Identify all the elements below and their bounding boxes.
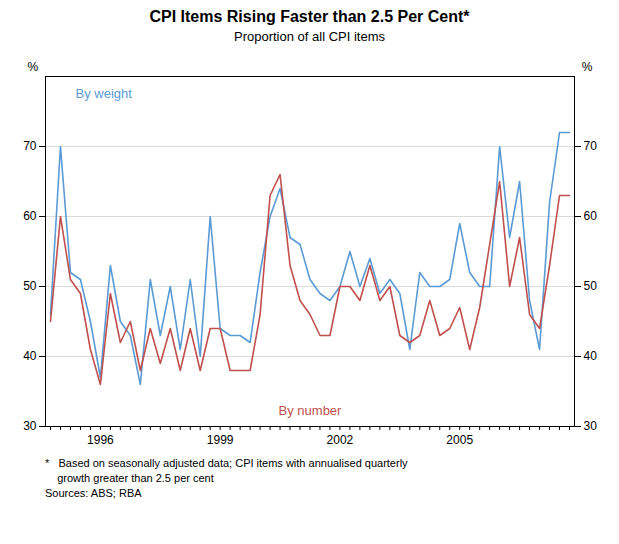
svg-text:%: % bbox=[582, 60, 593, 74]
html-text:Proportion of all CPI items: Proportion of all CPI items bbox=[234, 29, 385, 44]
svg-text:70: 70 bbox=[23, 139, 37, 153]
svg-text:70: 70 bbox=[584, 139, 598, 153]
svg-text:60: 60 bbox=[23, 209, 37, 223]
svg-text:2005: 2005 bbox=[446, 433, 473, 447]
svg-text:By number: By number bbox=[279, 403, 343, 418]
svg-text:%: % bbox=[28, 60, 39, 74]
svg-text:50: 50 bbox=[584, 279, 598, 293]
html-text:* Based on seasonally adjusted: * Based on seasonally adjusted data; CPI… bbox=[45, 457, 408, 469]
html-text:CPI Items Rising Faster than 2: CPI Items Rising Faster than 2.5 Per Cen… bbox=[149, 8, 470, 25]
svg-text:40: 40 bbox=[584, 349, 598, 363]
svg-text:30: 30 bbox=[584, 419, 598, 433]
html-text:growth greater than 2.5 per ce: growth greater than 2.5 per cent bbox=[45, 472, 214, 484]
svg-text:By weight: By weight bbox=[76, 86, 133, 101]
svg-text:40: 40 bbox=[23, 349, 37, 363]
svg-text:2002: 2002 bbox=[327, 433, 354, 447]
svg-text:60: 60 bbox=[584, 209, 598, 223]
svg-text:30: 30 bbox=[23, 419, 37, 433]
svg-text:1999: 1999 bbox=[207, 433, 234, 447]
html-text:Sources: ABS; RBA: Sources: ABS; RBA bbox=[45, 487, 142, 499]
svg-text:50: 50 bbox=[23, 279, 37, 293]
svg-text:1996: 1996 bbox=[87, 433, 114, 447]
